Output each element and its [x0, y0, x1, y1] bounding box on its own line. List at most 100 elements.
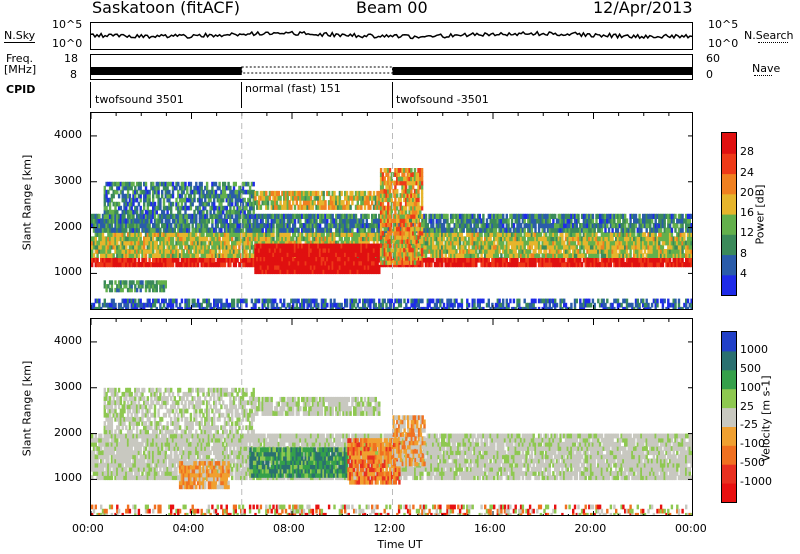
- power-cell: [198, 205, 202, 211]
- power-cell: [462, 249, 465, 254]
- power-cell: [615, 253, 618, 258]
- power-cell: [125, 185, 128, 191]
- power-cell: [609, 249, 613, 254]
- power-cell: [270, 243, 273, 249]
- power-cell: [543, 253, 546, 258]
- power-cell: [658, 257, 661, 263]
- power-cell: [676, 257, 679, 263]
- power-cell: [681, 227, 684, 233]
- power-cell: [466, 253, 469, 258]
- power-cell: [557, 240, 560, 246]
- power-cell: [336, 240, 340, 246]
- power-cell: [663, 232, 666, 237]
- power-cell: [658, 223, 661, 229]
- power-cell: [320, 243, 324, 249]
- power-cell: [202, 209, 205, 215]
- power-cell: [521, 240, 525, 246]
- power-cell: [186, 227, 189, 233]
- power-cell: [439, 218, 442, 224]
- power-cell: [625, 218, 629, 224]
- power-cell: [593, 236, 596, 242]
- power-cell: [146, 205, 149, 211]
- power-cell: [232, 189, 236, 195]
- power-cell: [503, 253, 507, 258]
- power-cell: [186, 249, 189, 254]
- power-cell: [137, 262, 141, 268]
- power-cell: [317, 232, 320, 237]
- power-cell: [363, 256, 367, 262]
- power-cell: [519, 227, 523, 233]
- power-cell: [690, 262, 692, 268]
- power-cell: [379, 176, 383, 182]
- power-cell: [437, 227, 440, 233]
- power-cell: [649, 244, 652, 250]
- power-cell: [643, 249, 647, 254]
- power-cell: [471, 213, 474, 219]
- power-cell: [683, 244, 686, 250]
- power-cell: [572, 249, 575, 254]
- power-cell: [642, 257, 645, 263]
- power-cell: [372, 252, 376, 257]
- power-cell: [214, 240, 218, 246]
- power-cell: [381, 193, 385, 198]
- power-cell: [116, 249, 119, 254]
- power-cell: [545, 232, 548, 237]
- power-cell: [168, 223, 171, 229]
- power-cell: [259, 213, 263, 219]
- power-cell: [582, 223, 586, 229]
- power-cell: [598, 236, 602, 242]
- power-cell: [292, 260, 295, 266]
- power-cell: [690, 240, 692, 246]
- power-cell: [683, 218, 686, 224]
- freq-label-line2: [MHz]: [4, 63, 37, 76]
- power-cell: [252, 181, 255, 187]
- power-cell: [381, 230, 385, 236]
- power-cell: [121, 181, 124, 187]
- power-cell: [606, 262, 609, 268]
- power-cell: [446, 223, 449, 229]
- power-cell: [622, 262, 625, 268]
- power-cell: [247, 181, 250, 187]
- power-cell: [358, 204, 361, 210]
- power-cell: [633, 218, 636, 224]
- power-cell: [374, 195, 377, 201]
- power-cell: [191, 201, 194, 207]
- power-cell: [236, 193, 239, 199]
- power-cell: [171, 249, 175, 254]
- power-cell: [462, 240, 465, 246]
- power-cell: [661, 236, 665, 242]
- power-cell: [121, 189, 124, 195]
- power-cell: [620, 262, 623, 268]
- power-cell: [259, 256, 263, 262]
- power-cell: [467, 218, 471, 224]
- power-cell: [338, 260, 342, 266]
- power-cell: [622, 257, 625, 263]
- power-cell: [351, 247, 354, 253]
- power-cell: [254, 264, 257, 270]
- power-cell: [618, 223, 621, 229]
- power-cell: [304, 269, 307, 275]
- power-cell: [638, 227, 641, 233]
- power-cell: [250, 227, 254, 233]
- power-cell: [263, 213, 266, 219]
- power-cell: [193, 218, 196, 224]
- power-cell: [195, 232, 198, 237]
- power-cell: [162, 253, 166, 258]
- power-cell: [525, 249, 528, 254]
- power-cell: [369, 247, 372, 253]
- power-cell: [570, 240, 573, 246]
- cpid-segment-2: normal (fast) 151: [245, 82, 341, 95]
- power-cell: [527, 257, 530, 263]
- power-cell: [432, 249, 435, 254]
- power-cell: [469, 253, 473, 258]
- power-cell: [498, 218, 501, 224]
- power-cell: [455, 262, 458, 268]
- power-cell: [604, 218, 607, 224]
- power-cell: [451, 257, 455, 263]
- power-cell: [209, 205, 212, 211]
- power-cell: [214, 193, 218, 199]
- power-cell: [263, 236, 266, 242]
- power-cell: [286, 260, 289, 266]
- power-cell: [254, 243, 257, 249]
- power-cell: [435, 218, 438, 224]
